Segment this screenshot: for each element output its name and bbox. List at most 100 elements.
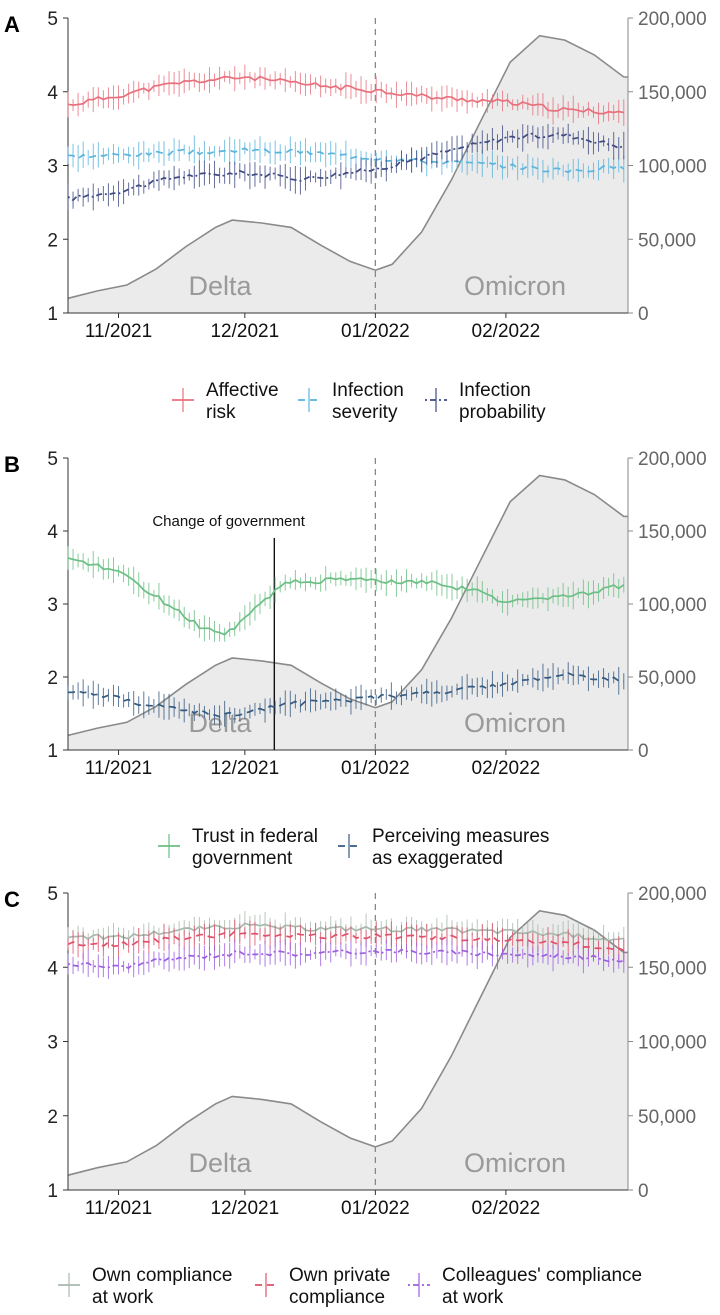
y2-tick-label: 200,000 [638, 9, 707, 30]
wave-label-omicron: Omicron [464, 1148, 566, 1178]
legend-label: Infection probability [459, 380, 546, 423]
y2-tick-label: 100,000 [638, 157, 707, 178]
y-tick-label: 3 [47, 157, 58, 178]
legend-label-line: Colleagues' compliance [442, 1265, 642, 1286]
x-tick-label: 12/2021 [210, 1198, 279, 1219]
series-line [67, 75, 624, 115]
y2-tick-label: 150,000 [638, 522, 707, 543]
legend-label: Colleagues' compliance at work [442, 1265, 642, 1308]
y2-tick-label: 0 [638, 741, 649, 762]
y-tick-label: 3 [47, 595, 58, 616]
cases-line [67, 474, 628, 737]
y2-tick-label: 0 [638, 1181, 649, 1202]
y-tick-label: 1 [47, 1181, 58, 1202]
series-line [67, 132, 625, 202]
chart-panel-a: A Delta Omicron 1 2 3 4 5 0 50,000 100,000 150,000 2… [4, 9, 707, 423]
chart-panel-c: C Delta Omicron 1 2 3 4 5 0 50,000 100,000 150,000 2… [4, 884, 707, 1308]
legend-label-line: Own private [289, 1265, 390, 1286]
wave-label-omicron: Omicron [464, 271, 566, 301]
series-line [67, 557, 625, 636]
x-tick-label: 02/2022 [472, 1198, 541, 1219]
legend: Trust in federal government Perceiving mea… [158, 826, 549, 869]
series-trust-in-federal-government [67, 546, 625, 642]
y2-tick-label: 150,000 [638, 83, 707, 104]
y-tick-label: 2 [47, 668, 58, 689]
y2-tick-label: 200,000 [638, 449, 707, 470]
legend-label-line: Own compliance [92, 1265, 232, 1286]
series-line [67, 930, 625, 952]
series-line [67, 948, 624, 970]
wave-label-delta: Delta [188, 271, 252, 301]
y2-tick-label: 200,000 [638, 884, 707, 905]
series-affective-risk [67, 64, 625, 127]
y-tick-label: 3 [47, 1033, 58, 1054]
legend-label-line: severity [332, 402, 398, 423]
x-tick-label: 11/2021 [85, 758, 152, 779]
legend-label-line: at work [442, 1287, 504, 1308]
y2-tick-label: 0 [638, 304, 649, 325]
legend-label-line: Infection [459, 380, 531, 401]
x-tick-label: 01/2022 [341, 1198, 410, 1219]
legend-label: Own private compliance [289, 1265, 390, 1308]
y-tick-label: 5 [47, 449, 58, 470]
y2-tick-label: 50,000 [638, 1107, 696, 1128]
y-tick-label: 2 [47, 1107, 58, 1128]
wave-label-delta: Delta [188, 1148, 252, 1178]
legend-label-line: compliance [289, 1287, 385, 1308]
y2-tick-label: 50,000 [638, 230, 696, 251]
x-tick-label: 02/2022 [472, 758, 541, 779]
legend-label-line: Perceiving measures [372, 826, 549, 847]
legend-label: Affective risk [206, 380, 279, 423]
x-tick-label: 11/2021 [85, 1198, 152, 1219]
y2-tick-label: 100,000 [638, 595, 707, 616]
legend-label-line: Affective [206, 380, 279, 401]
x-tick-label: 01/2022 [341, 321, 410, 342]
legend-label-line: Infection [332, 380, 404, 401]
legend-label-line: government [192, 848, 293, 869]
y-tick-label: 5 [47, 884, 58, 905]
legend-label: Infection severity [332, 380, 404, 423]
series-infection-probability [67, 123, 625, 211]
cases-line [67, 34, 628, 300]
y-tick-label: 4 [47, 83, 58, 104]
y-tick-label: 5 [47, 9, 58, 30]
x-tick-label: 12/2021 [210, 758, 279, 779]
wave-label-delta: Delta [188, 708, 252, 738]
series-perceiving-measures-as-exaggerated [67, 662, 625, 728]
legend-label: Perceiving measures as exaggerated [372, 826, 549, 869]
cases-area [68, 475, 628, 750]
panel-label: C [4, 887, 20, 912]
annotation-label: Change of government [152, 513, 305, 530]
cases-area [68, 910, 628, 1190]
series-line [67, 672, 624, 718]
x-tick-label: 12/2021 [210, 321, 279, 342]
panel-label: A [4, 12, 20, 37]
series-colleagues-compliance-at-work [67, 937, 625, 979]
wave-label-omicron: Omicron [464, 708, 566, 738]
legend-label-line: at work [92, 1287, 154, 1308]
legend-label: Trust in federal government [192, 826, 318, 869]
x-tick-label: 11/2021 [85, 321, 152, 342]
y-tick-label: 2 [47, 230, 58, 251]
y2-tick-label: 100,000 [638, 1033, 707, 1054]
legend-label-line: Trust in federal [192, 826, 318, 847]
panel-label: B [4, 452, 20, 477]
y2-tick-label: 50,000 [638, 668, 696, 689]
y-tick-label: 4 [47, 522, 58, 543]
legend-label-line: probability [459, 402, 546, 423]
series-line [67, 147, 625, 174]
cases-line [67, 909, 628, 1176]
legend-label-line: risk [206, 402, 236, 423]
y-tick-label: 4 [47, 958, 58, 979]
x-tick-label: 01/2022 [341, 758, 410, 779]
legend-label: Own compliance at work [92, 1265, 232, 1308]
y2-tick-label: 150,000 [638, 958, 707, 979]
y-tick-label: 1 [47, 304, 58, 325]
y-tick-label: 1 [47, 741, 58, 762]
legend-label-line: as exaggerated [372, 848, 503, 869]
cases-area [68, 35, 628, 313]
chart-panel-b: B Delta Omicron 1 2 3 4 5 0 50,000 100,000 150,000 2… [4, 449, 707, 869]
